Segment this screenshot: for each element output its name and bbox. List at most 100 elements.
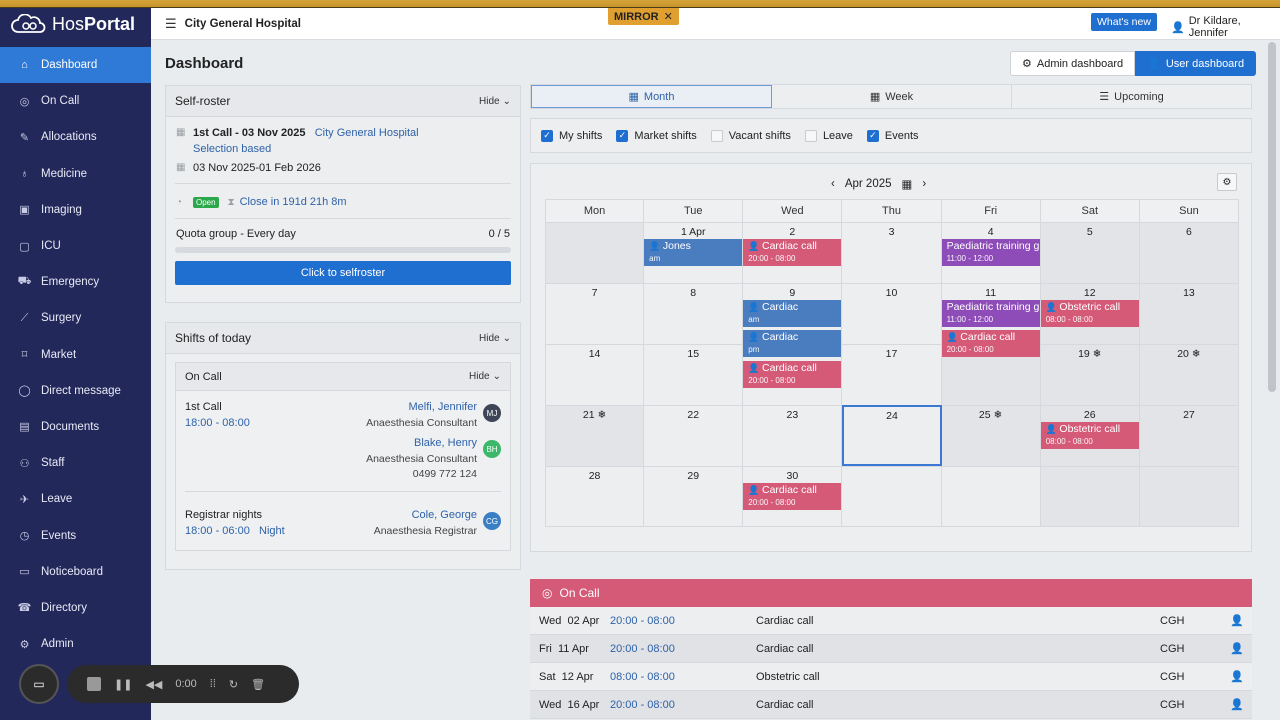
calendar-day[interactable]: 13 [1139, 283, 1239, 344]
calendar-day[interactable]: 6 [1139, 222, 1239, 283]
admin-dashboard-button[interactable]: ⚙ Admin dashboard [1010, 51, 1136, 76]
sidebar-item-leave[interactable]: ✈ Leave [0, 481, 151, 517]
sidebar-item-allocations[interactable]: ✎ Allocations [0, 119, 151, 155]
tab-week[interactable]: ▦ Week [772, 85, 1012, 108]
close-icon[interactable]: ✕ [663, 11, 673, 23]
calendar-day[interactable]: 10 [842, 283, 942, 344]
checkbox[interactable]: ✓ [866, 129, 879, 142]
calendar-event[interactable]: 👤 Cardiac call 20:00 - 08:00 [743, 361, 842, 388]
calendar-day[interactable]: 14 [545, 344, 645, 405]
person-phone[interactable]: 0499 772 124 [412, 468, 477, 480]
sidebar-item-directory[interactable]: ☎ Directory [0, 590, 151, 626]
calendar-day[interactable]: 22 [644, 405, 744, 466]
sidebar-item-dashboard[interactable]: ⌂ Dashboard [0, 47, 151, 84]
calendar-day[interactable]: 23 [743, 405, 843, 466]
calendar-day[interactable] [941, 466, 1041, 527]
sidebar-item-events[interactable]: ◷ Events [0, 517, 151, 553]
calendar-event[interactable]: 👤 Obstetric call 08:00 - 08:00 [1040, 300, 1139, 327]
person-icon[interactable]: 👤 [1230, 699, 1244, 711]
calendar-event[interactable]: 👤 Obstetric call 08:00 - 08:00 [1040, 422, 1139, 449]
calendar-day[interactable]: 29 [644, 466, 744, 527]
calendar-day[interactable]: 24 [842, 405, 942, 466]
person-icon[interactable]: 👤 [1230, 671, 1244, 683]
oncall-row[interactable]: Wed 02 Apr 20:00 - 08:00 Cardiac call CGH 👤 [530, 607, 1252, 635]
calendar-day[interactable]: 27 [1139, 405, 1239, 466]
checkbox[interactable]: ✓ [541, 129, 553, 142]
calendar-day[interactable] [545, 222, 645, 283]
calendar-day[interactable]: 28 [545, 466, 645, 527]
sidebar-item-staff[interactable]: ⚇ Staff [0, 445, 151, 481]
tab-month[interactable]: ▦ Month [531, 85, 772, 108]
user-menu[interactable]: 👤 Dr Kildare, Jennifer [1171, 15, 1280, 39]
calendar-event[interactable]: 👤 Cardiac call 20:00 - 08:00 [941, 330, 1040, 357]
rewind-icon[interactable]: ◀◀ [145, 678, 163, 691]
scrollbar[interactable] [1268, 42, 1276, 392]
logo[interactable]: HosPortal [0, 8, 151, 40]
self-roster-hide-button[interactable]: Hide ⌄ [479, 96, 511, 107]
sidebar-item-icu[interactable]: ▢ ICU [0, 228, 151, 264]
person-name[interactable]: Cole, George [411, 509, 477, 521]
calendar-day[interactable]: 15 [644, 344, 744, 405]
calendar-day[interactable]: 20 ❄ [1139, 344, 1239, 405]
chevron-left-icon[interactable]: ‹ [831, 178, 835, 190]
restart-icon[interactable]: ↻ [228, 678, 239, 691]
sidebar-item-medicine[interactable]: ♁ Medicine [0, 156, 151, 192]
oncall-row[interactable]: Sat 12 Apr 08:00 - 08:00 Obstetric call CGH… [530, 663, 1252, 691]
calendar-day[interactable]: 21 ❄ [545, 405, 645, 466]
shift-hospital[interactable]: City General Hospital [314, 127, 419, 139]
calendar-event[interactable]: Paediatric training g 11:00 - 12:00 [941, 239, 1040, 266]
grid-icon[interactable]: ⁞⁞ [209, 678, 216, 690]
sidebar-item-market[interactable]: ⌑ Market [0, 337, 151, 373]
filter-my-shifts[interactable]: ✓ My shifts [541, 129, 602, 142]
hospital-name[interactable]: City General Hospital [184, 17, 301, 30]
person-name[interactable]: Melfi, Jennifer [408, 401, 477, 413]
sidebar-item-imaging[interactable]: ▣ Imaging [0, 192, 151, 228]
calendar-event[interactable]: 👤 Cardiac am [743, 300, 842, 327]
oncall-hide-button[interactable]: Hide ⌄ [469, 371, 501, 382]
calendar-picker-icon[interactable]: ▦ [901, 179, 913, 191]
calendar-event[interactable]: 👤 Jones am [644, 239, 743, 266]
calendar-day[interactable]: 7 [545, 283, 645, 344]
sidebar-item-admin[interactable]: ⚙ Admin [0, 626, 151, 662]
person-icon[interactable]: 👤 [1230, 615, 1244, 627]
calendar-day[interactable] [1040, 466, 1140, 527]
avatar[interactable]: CG [483, 512, 501, 530]
calendar-settings-gear-icon[interactable]: ⚙ [1217, 173, 1237, 191]
filter-vacant-shifts[interactable]: Vacant shifts [710, 129, 791, 142]
calendar-event[interactable]: 👤 Cardiac call 20:00 - 08:00 [743, 239, 842, 266]
calendar-day[interactable]: 17 [842, 344, 942, 405]
avatar[interactable]: BH [483, 440, 501, 458]
filter-market-shifts[interactable]: ✓ Market shifts [616, 129, 697, 142]
person-icon[interactable]: 👤 [1230, 643, 1244, 655]
selfroster-button[interactable]: Click to selfroster [175, 261, 511, 285]
camera-button[interactable]: ▭ [19, 664, 59, 704]
calendar-event[interactable]: 👤 Cardiac pm [743, 330, 842, 357]
shifts-today-hide-button[interactable]: Hide ⌄ [479, 333, 511, 344]
person-name[interactable]: Blake, Henry [414, 437, 477, 449]
calendar-day[interactable]: 25 ❄ [941, 405, 1041, 466]
mirror-badge[interactable]: MIRROR ✕ [608, 8, 679, 25]
filter-leave[interactable]: Leave [804, 129, 853, 142]
checkbox[interactable] [710, 129, 723, 142]
oncall-row[interactable]: Wed 16 Apr 20:00 - 08:00 Cardiac call CGH 👤 [530, 691, 1252, 719]
sidebar-item-noticeboard[interactable]: ▭ Noticeboard [0, 554, 151, 590]
sidebar-item-direct-message[interactable]: ◯ Direct message [0, 373, 151, 409]
tab-upcoming[interactable]: ☰ Upcoming [1012, 85, 1251, 108]
calendar-day[interactable]: 19 ❄ [1040, 344, 1140, 405]
trash-icon[interactable]: 🗑 [251, 678, 266, 691]
avatar[interactable]: MJ [483, 404, 501, 422]
calendar-day[interactable]: 5 [1040, 222, 1140, 283]
oncall-row[interactable]: Fri 11 Apr 20:00 - 08:00 Cardiac call CGH 👤 [530, 635, 1252, 663]
list-menu-icon[interactable]: ☰ [165, 15, 177, 31]
sidebar-item-surgery[interactable]: ⟋ Surgery [0, 300, 151, 336]
calendar-event[interactable]: Paediatric training g 11:00 - 12:00 [941, 300, 1040, 327]
sidebar-item-on-call[interactable]: ◎ On Call [0, 83, 151, 119]
calendar-day[interactable]: 8 [644, 283, 744, 344]
user-dashboard-button[interactable]: 👤 User dashboard [1135, 51, 1257, 76]
calendar-day[interactable] [842, 466, 942, 527]
checkbox[interactable]: ✓ [616, 129, 629, 142]
chevron-right-icon[interactable]: › [922, 178, 927, 190]
calendar-event[interactable]: 👤 Cardiac call 20:00 - 08:00 [743, 483, 842, 510]
calendar-day[interactable] [1139, 466, 1239, 527]
sidebar-item-emergency[interactable]: ⛟ Emergency [0, 264, 151, 300]
